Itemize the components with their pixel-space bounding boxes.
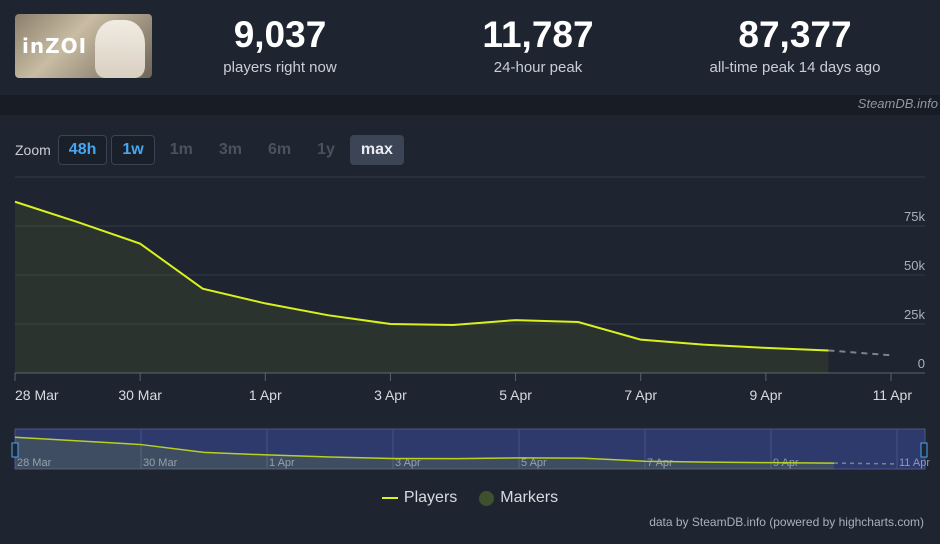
chart-panel: Zoom 48h 1w 1m 3m 6m 1y max 0 25k 50k 75k 2… (0, 115, 940, 544)
navigator-handle-left (11, 442, 19, 458)
players-line (14, 200, 829, 352)
source-link[interactable]: SteamDB.info (857, 96, 938, 111)
y-axis: 0 25k 50k 75k (904, 209, 925, 371)
markers-swatch (479, 490, 495, 506)
navigator-label: 3 Apr (395, 457, 421, 469)
stat-24h-value: 11,787 (482, 14, 594, 55)
zoom-label: Zoom (15, 142, 51, 158)
legend-players-label: Players (403, 489, 458, 506)
zoom-3m-button[interactable]: 3m (218, 141, 242, 158)
zoom-6m-button[interactable]: 6m (267, 141, 292, 158)
logo-text: inZOI (22, 34, 88, 58)
chart-credit[interactable]: data by SteamDB.info (powered by highcha… (649, 515, 924, 529)
navigator-projection (833, 462, 898, 465)
legend-markers[interactable]: Markers (479, 489, 558, 507)
legend-markers-label: Markers (500, 489, 559, 506)
zoom-controls: Zoom 48h 1w 1m 3m 6m 1y max (15, 135, 408, 165)
x-tick-label: 7 Apr (624, 387, 657, 403)
stat-alltime-value: 87,377 (738, 14, 852, 55)
cat-image (95, 20, 145, 78)
x-tick-label: 1 Apr (249, 387, 282, 403)
y-tick-label: 0 (918, 356, 925, 371)
stat-24h-label: 24-hour peak (493, 59, 583, 76)
x-tick-label: 9 Apr (750, 387, 783, 403)
y-tick-label: 50k (904, 258, 925, 273)
x-tick-label: 30 Mar (118, 387, 162, 403)
navigator-line (14, 436, 835, 464)
legend: Players Markers (0, 489, 940, 507)
zoom-1m-button[interactable]: 1m (169, 141, 193, 158)
x-tick-label: 11 Apr (873, 387, 913, 403)
navigator-label: 7 Apr (647, 457, 673, 469)
x-tick-label: 3 Apr (374, 387, 407, 403)
navigator-label: 30 Mar (143, 457, 178, 469)
navigator-label: 5 Apr (521, 457, 547, 469)
legend-players[interactable]: Players (381, 489, 458, 507)
projection-line (828, 349, 892, 357)
x-axis: 28 Mar 30 Mar 1 Apr 3 Apr 5 Apr 7 Apr 9 Apr 11 … (14, 373, 913, 403)
players-swatch (381, 497, 398, 499)
stat-alltime-label: all-time peak 14 days ago (709, 59, 881, 76)
stat-24h-peak: 11,787 24-hour peak (458, 14, 618, 76)
stat-current: 9,037 players right now (200, 14, 360, 76)
stat-all-time-peak: 87,377 all-time peak 14 days ago (685, 14, 905, 76)
x-tick-label: 28 Mar (15, 387, 59, 403)
stat-current-label: players right now (223, 59, 337, 76)
navigator-label: 11 Apr (899, 457, 930, 469)
game-logo[interactable]: inZOI (15, 14, 152, 78)
navigator-label: 28 Mar (17, 457, 52, 469)
y-tick-label: 25k (904, 307, 925, 322)
zoom-48h-button[interactable]: 48h (57, 135, 108, 165)
navigator-handle-right (920, 442, 928, 458)
navigator-label: 1 Apr (269, 457, 295, 469)
header: inZOI 9,037 players right now 11,787 24-… (0, 0, 940, 95)
y-tick-label: 75k (904, 209, 925, 224)
stat-current-value: 9,037 (233, 14, 327, 55)
zoom-1w-button[interactable]: 1w (111, 135, 155, 165)
players-chart[interactable]: 0 25k 50k 75k 28 Mar 30 Mar 1 Apr 3 Apr 5 Apr 7 … (0, 115, 940, 475)
x-tick-label: 5 Apr (499, 387, 532, 403)
zoom-1y-button[interactable]: 1y (317, 141, 335, 158)
zoom-max-button[interactable]: max (349, 135, 404, 165)
players-area (15, 201, 829, 373)
